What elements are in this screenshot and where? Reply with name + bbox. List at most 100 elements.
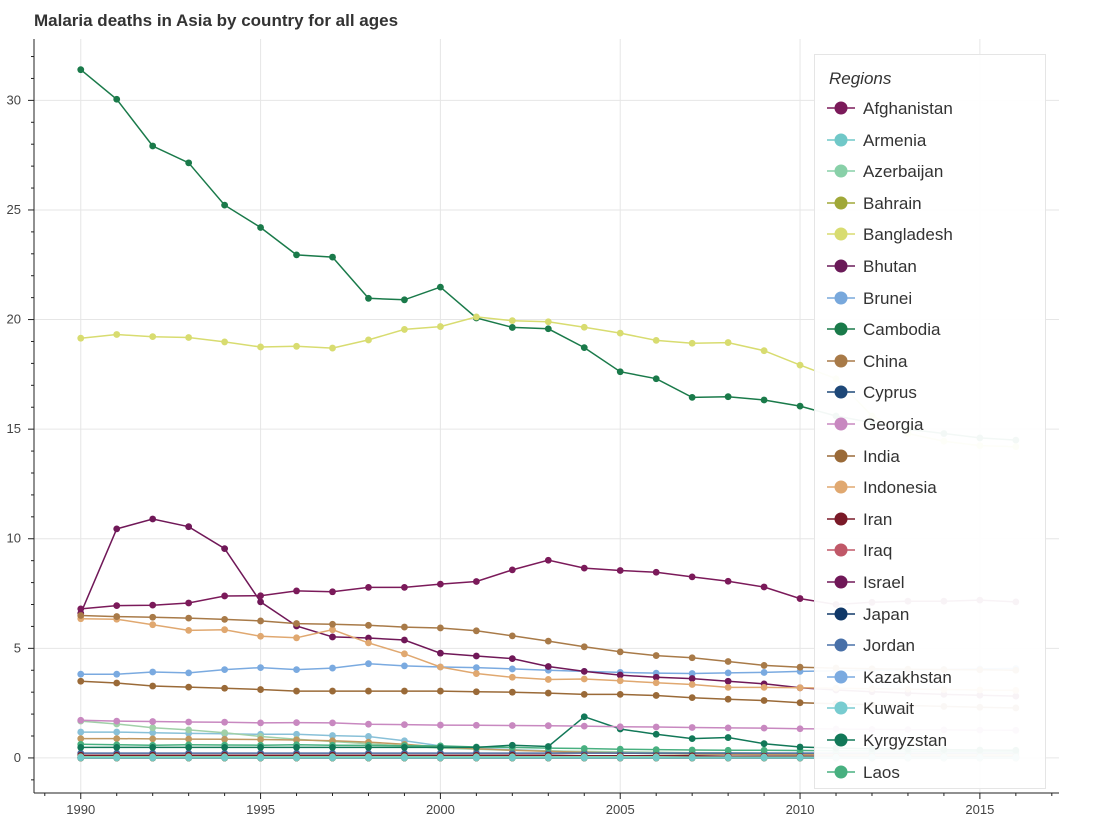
- legend-label: Iran: [863, 509, 893, 529]
- legend-item-cambodia: Cambodia: [825, 316, 1045, 346]
- data-point: [688, 735, 696, 743]
- legend-item-bahrain: Bahrain: [825, 190, 1045, 220]
- data-point: [760, 583, 768, 591]
- data-point: [544, 754, 552, 762]
- data-point: [508, 754, 516, 762]
- data-point: [652, 723, 660, 731]
- data-point: [688, 694, 696, 702]
- data-point: [365, 639, 372, 647]
- data-point: [437, 649, 444, 657]
- legend-swatch: [827, 638, 855, 652]
- data-point: [760, 662, 768, 669]
- data-point: [508, 688, 516, 696]
- legend-item-afghanistan: Afghanistan: [825, 95, 1045, 125]
- data-point: [77, 612, 85, 619]
- data-point: [365, 336, 372, 344]
- legend-swatch: [827, 765, 855, 779]
- axes: 1990 1995 2000 2005 2010 2015 0 5 10 15 20 25 30: [7, 39, 1059, 817]
- data-point: [616, 723, 624, 731]
- data-point: [724, 683, 732, 691]
- data-point: [652, 746, 660, 754]
- data-point: [688, 675, 696, 682]
- legend-label: Brunei: [863, 288, 913, 308]
- data-point: [149, 668, 157, 676]
- legend-label: Georgia: [863, 415, 924, 434]
- legend-label: Israel: [863, 573, 905, 592]
- data-point: [760, 724, 768, 732]
- data-point: [257, 598, 264, 606]
- data-point: [724, 677, 732, 685]
- data-point: [77, 716, 85, 724]
- data-point: [688, 670, 696, 677]
- legend-swatch: [827, 291, 855, 305]
- legend-item-israel: Israel: [825, 569, 1045, 599]
- data-point: [77, 677, 85, 685]
- data-point: [760, 754, 768, 762]
- data-point: [77, 670, 85, 678]
- data-point: [724, 734, 732, 741]
- legend-label: Iraq: [863, 541, 893, 561]
- data-point: [113, 95, 121, 103]
- y-tick-label: 5: [14, 640, 21, 655]
- data-point: [149, 718, 157, 725]
- data-point: [724, 669, 732, 677]
- data-point: [221, 754, 229, 762]
- legend-item-brunei: Brunei: [825, 285, 1045, 315]
- data-point: [580, 754, 588, 762]
- data-point: [77, 66, 85, 74]
- data-point: [293, 687, 300, 695]
- legend-label: Kazakhstan: [863, 667, 952, 687]
- legend-item-azerbaijan: Azerbaijan: [825, 158, 1045, 188]
- data-point: [77, 754, 85, 762]
- data-point: [329, 633, 336, 641]
- data-point: [437, 580, 444, 588]
- data-point: [580, 564, 588, 572]
- data-point: [472, 578, 480, 585]
- x-tick-label: 2015: [965, 802, 994, 817]
- data-point: [508, 741, 516, 749]
- y-tick-label: 0: [14, 750, 21, 765]
- legend-item-japan: Japan: [825, 601, 1045, 631]
- data-point: [329, 588, 336, 596]
- legend-item-kyrgyzstan: Kyrgyzstan: [825, 727, 1045, 757]
- legend-item-india: India: [825, 443, 1045, 473]
- data-point: [185, 683, 193, 691]
- data-point: [472, 664, 480, 672]
- data-point: [796, 754, 804, 762]
- x-tick-label: 2000: [426, 802, 455, 817]
- data-point: [760, 347, 768, 355]
- data-point: [544, 689, 552, 697]
- data-point: [293, 251, 300, 259]
- data-point: [580, 323, 588, 331]
- data-point: [221, 666, 229, 673]
- legend-label: India: [863, 446, 900, 466]
- data-point: [221, 718, 229, 726]
- data-point: [688, 724, 696, 731]
- data-point: [688, 754, 696, 762]
- data-point: [185, 334, 193, 341]
- legend-item-kazakhstan: Kazakhstan: [825, 664, 1045, 694]
- data-point: [796, 699, 804, 707]
- legend-swatch: [827, 701, 855, 715]
- data-point: [365, 634, 372, 642]
- data-point: [257, 664, 264, 672]
- data-point: [796, 684, 804, 692]
- data-point: [401, 623, 408, 631]
- data-point: [724, 577, 732, 585]
- data-point: [149, 682, 157, 690]
- data-point: [472, 744, 480, 751]
- data-point: [616, 368, 624, 376]
- data-point: [257, 754, 264, 762]
- data-point: [401, 296, 408, 304]
- x-tick-label: 1995: [246, 802, 275, 817]
- legend-swatch: [827, 227, 855, 241]
- legend-label: Kyrgyzstan: [863, 731, 948, 750]
- data-point: [293, 587, 300, 595]
- data-point: [616, 329, 624, 337]
- data-point: [472, 652, 480, 660]
- data-point: [293, 730, 300, 738]
- data-point: [221, 626, 229, 634]
- data-point: [724, 658, 732, 665]
- legend-item-indonesia: Indonesia: [825, 474, 1045, 504]
- data-point: [580, 667, 588, 675]
